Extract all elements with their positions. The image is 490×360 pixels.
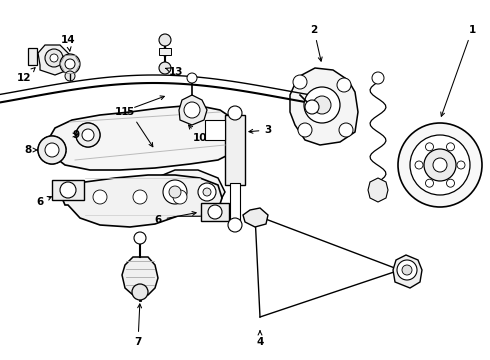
Circle shape (82, 129, 94, 141)
Circle shape (161, 48, 169, 56)
Circle shape (159, 62, 171, 74)
Circle shape (82, 129, 94, 141)
Circle shape (45, 143, 59, 157)
Text: 5: 5 (126, 107, 153, 147)
Circle shape (159, 34, 171, 46)
Circle shape (65, 71, 75, 81)
Circle shape (65, 59, 75, 69)
Circle shape (45, 49, 63, 67)
Text: 2: 2 (310, 25, 322, 61)
Text: 6: 6 (154, 212, 196, 225)
Circle shape (38, 136, 66, 164)
Circle shape (415, 161, 423, 169)
Polygon shape (38, 45, 70, 75)
Circle shape (45, 143, 59, 157)
Text: 1: 1 (441, 25, 476, 116)
Circle shape (173, 190, 187, 204)
Text: 3: 3 (249, 125, 271, 135)
Circle shape (304, 87, 340, 123)
Polygon shape (152, 170, 225, 212)
Circle shape (133, 190, 147, 204)
Circle shape (397, 260, 417, 280)
Circle shape (76, 123, 100, 147)
Circle shape (38, 136, 66, 164)
Circle shape (402, 265, 412, 275)
Polygon shape (52, 180, 84, 200)
Circle shape (93, 190, 107, 204)
Circle shape (60, 54, 80, 74)
Circle shape (457, 161, 465, 169)
Polygon shape (290, 68, 358, 145)
Circle shape (433, 158, 447, 172)
Circle shape (425, 179, 434, 187)
Circle shape (208, 205, 222, 219)
Bar (230, 183, 240, 225)
Text: 7: 7 (134, 304, 142, 347)
Bar (225, 115, 245, 185)
Polygon shape (159, 48, 171, 55)
Circle shape (298, 123, 312, 137)
Circle shape (370, 184, 386, 200)
Text: 11: 11 (115, 96, 164, 117)
Circle shape (313, 96, 331, 114)
Circle shape (198, 183, 216, 201)
Polygon shape (62, 175, 222, 227)
Text: 4: 4 (256, 331, 264, 347)
Text: 14: 14 (61, 35, 75, 51)
Circle shape (50, 54, 58, 62)
Polygon shape (201, 203, 229, 221)
Circle shape (446, 143, 455, 151)
Circle shape (228, 218, 242, 232)
Circle shape (187, 73, 197, 83)
Circle shape (425, 143, 434, 151)
Polygon shape (243, 208, 268, 227)
Polygon shape (122, 257, 158, 295)
Circle shape (203, 188, 211, 196)
Circle shape (76, 123, 100, 147)
Polygon shape (179, 95, 207, 125)
Circle shape (424, 149, 456, 181)
Circle shape (398, 123, 482, 207)
Circle shape (337, 78, 351, 92)
Circle shape (132, 284, 148, 300)
Text: 10: 10 (189, 125, 207, 143)
Text: 12: 12 (17, 68, 35, 83)
Circle shape (372, 72, 384, 84)
Polygon shape (48, 105, 240, 170)
Circle shape (293, 75, 307, 89)
Polygon shape (393, 255, 422, 288)
Text: 6: 6 (36, 197, 51, 207)
Circle shape (169, 186, 181, 198)
Polygon shape (205, 120, 225, 140)
Circle shape (446, 179, 455, 187)
Text: 8: 8 (24, 145, 37, 155)
Circle shape (184, 102, 200, 118)
Circle shape (339, 123, 353, 137)
Circle shape (163, 180, 187, 204)
Polygon shape (28, 48, 37, 65)
Circle shape (305, 100, 319, 114)
Circle shape (410, 135, 470, 195)
Circle shape (60, 182, 76, 198)
Text: 9: 9 (73, 130, 79, 140)
Polygon shape (368, 178, 388, 202)
Circle shape (228, 106, 242, 120)
Text: 13: 13 (166, 67, 183, 77)
Circle shape (134, 232, 146, 244)
